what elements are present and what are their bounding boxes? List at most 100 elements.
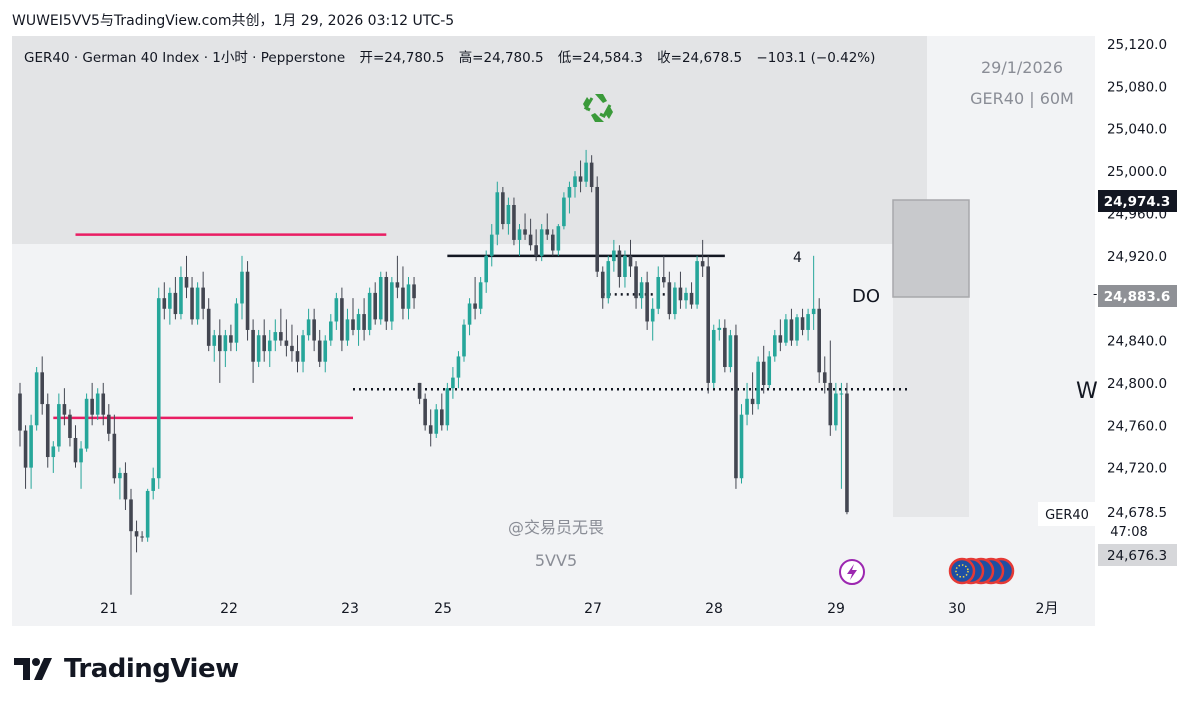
candle[interactable] — [428, 409, 433, 447]
candle[interactable] — [151, 467, 155, 500]
candle[interactable] — [301, 329, 305, 373]
candle[interactable] — [334, 292, 339, 330]
eu-flag-event-icons[interactable] — [948, 557, 1015, 585]
candle[interactable] — [101, 382, 106, 426]
candle[interactable] — [168, 287, 172, 325]
candle[interactable] — [317, 329, 322, 368]
candle[interactable] — [617, 245, 622, 288]
candle[interactable] — [367, 287, 372, 336]
candle[interactable] — [306, 308, 311, 341]
candle[interactable] — [295, 335, 300, 373]
candle[interactable] — [279, 308, 283, 346]
candle[interactable] — [639, 277, 644, 309]
candle[interactable] — [345, 308, 350, 346]
candle[interactable] — [40, 356, 44, 415]
candle[interactable] — [789, 308, 794, 346]
candle[interactable] — [623, 250, 627, 288]
candle[interactable] — [612, 239, 616, 272]
candle[interactable] — [112, 414, 117, 484]
candle[interactable] — [662, 255, 666, 288]
candle[interactable] — [778, 319, 783, 352]
candle[interactable] — [728, 329, 733, 373]
candle[interactable] — [234, 298, 239, 352]
candle[interactable] — [734, 324, 738, 489]
candle[interactable] — [645, 271, 649, 330]
candle[interactable] — [323, 335, 328, 373]
candle[interactable] — [129, 488, 133, 595]
candle[interactable] — [184, 255, 189, 299]
candle[interactable] — [140, 531, 144, 542]
candle[interactable] — [684, 287, 688, 309]
candle[interactable] — [95, 388, 100, 420]
candle[interactable] — [312, 308, 316, 352]
tradingview-logo[interactable]: TradingView — [14, 652, 239, 686]
candle[interactable] — [489, 224, 494, 267]
candle[interactable] — [406, 277, 411, 320]
candle[interactable] — [800, 308, 805, 336]
candle[interactable] — [162, 282, 167, 320]
candle[interactable] — [195, 282, 200, 325]
candle[interactable] — [523, 213, 527, 240]
candle[interactable] — [656, 266, 661, 315]
candle[interactable] — [417, 382, 422, 405]
candle[interactable] — [434, 404, 439, 438]
candle[interactable] — [839, 382, 844, 489]
candle[interactable] — [384, 271, 389, 330]
candle[interactable] — [773, 329, 777, 362]
candle[interactable] — [517, 224, 522, 256]
candle[interactable] — [23, 425, 28, 489]
candle[interactable] — [79, 441, 83, 489]
candle[interactable] — [578, 160, 583, 193]
candle[interactable] — [284, 319, 289, 357]
candle[interactable] — [29, 414, 33, 489]
candle[interactable] — [595, 176, 599, 277]
candle[interactable] — [373, 282, 377, 325]
candle[interactable] — [156, 287, 161, 489]
candle[interactable] — [290, 324, 294, 362]
candle[interactable] — [717, 319, 722, 341]
candle[interactable] — [784, 314, 788, 346]
candle[interactable] — [562, 192, 566, 230]
candle[interactable] — [822, 356, 827, 394]
candle[interactable] — [689, 282, 694, 309]
candle[interactable] — [240, 255, 244, 320]
candle[interactable] — [273, 319, 278, 352]
candle[interactable] — [218, 319, 222, 383]
candle[interactable] — [401, 266, 405, 320]
candle[interactable] — [390, 277, 394, 330]
candle[interactable] — [473, 277, 477, 320]
candle[interactable] — [251, 319, 255, 383]
candle[interactable] — [440, 393, 444, 431]
candle[interactable] — [212, 329, 217, 362]
candle[interactable] — [256, 329, 261, 368]
candle[interactable] — [201, 271, 205, 320]
candle[interactable] — [650, 298, 655, 341]
candle[interactable] — [456, 351, 461, 389]
candle[interactable] — [673, 282, 677, 320]
candle[interactable] — [362, 298, 366, 341]
candle[interactable] — [761, 345, 766, 394]
price-axis[interactable]: 25,120.025,080.025,040.025,000.024,960.0… — [1107, 37, 1167, 519]
candle[interactable] — [700, 239, 705, 277]
candle[interactable] — [462, 319, 466, 362]
candle[interactable] — [834, 382, 838, 431]
candle[interactable] — [706, 255, 710, 394]
candle[interactable] — [534, 229, 538, 262]
candle[interactable] — [45, 393, 50, 468]
candle[interactable] — [756, 356, 760, 410]
candle[interactable] — [600, 266, 605, 309]
candle[interactable] — [340, 287, 344, 352]
candle[interactable] — [206, 298, 211, 352]
candle[interactable] — [145, 488, 150, 542]
candle[interactable] — [512, 197, 516, 246]
candle[interactable] — [817, 298, 821, 383]
candle[interactable] — [73, 425, 78, 468]
candle[interactable] — [412, 277, 416, 309]
candle[interactable] — [828, 340, 833, 436]
candle[interactable] — [745, 382, 749, 426]
candle[interactable] — [107, 404, 111, 442]
candle[interactable] — [123, 462, 128, 510]
candle[interactable] — [628, 239, 633, 277]
candle[interactable] — [467, 298, 472, 336]
candle[interactable] — [57, 393, 61, 452]
